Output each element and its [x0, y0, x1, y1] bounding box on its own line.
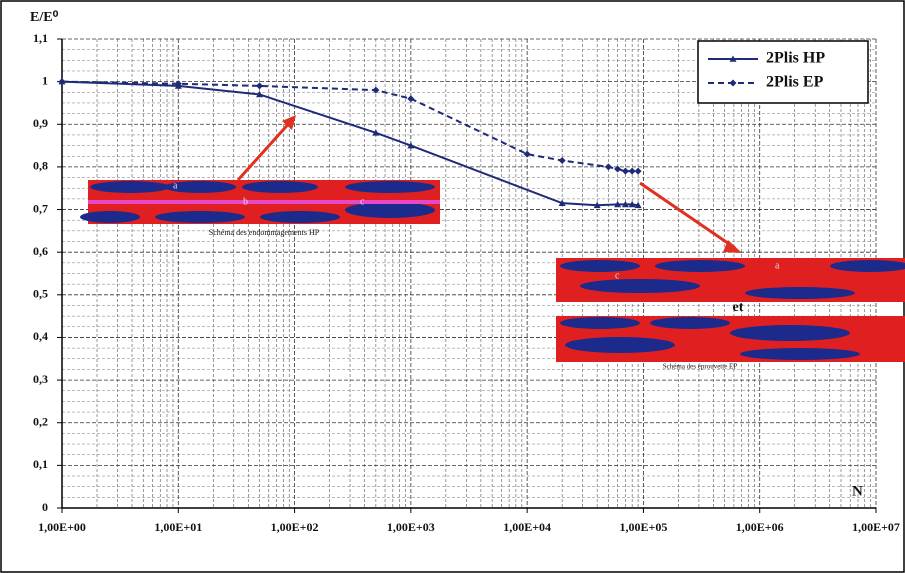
inset-shape: [650, 317, 730, 329]
inset-shape: [345, 202, 435, 218]
y-tick-label: 0,2: [33, 414, 48, 428]
point: [628, 200, 636, 208]
y-tick-label: 0,6: [33, 244, 48, 258]
inset-shape: [560, 260, 640, 272]
inset-letter: b: [243, 196, 248, 207]
point: [523, 150, 531, 158]
x-axis-label: N: [852, 483, 863, 499]
point: [407, 142, 415, 149]
point: [729, 55, 737, 62]
inset-shape: [260, 211, 340, 223]
inset-letter: c: [360, 196, 365, 207]
point: [174, 80, 182, 88]
point: [256, 82, 264, 90]
inset-shape: [730, 325, 850, 341]
point: [58, 78, 66, 86]
y-axis-label: E/E⁰: [30, 10, 59, 25]
point: [407, 95, 415, 103]
x-tick-label: 1,00E+04: [503, 520, 551, 534]
point: [729, 79, 737, 87]
inset-shape: [580, 279, 700, 293]
inset-shape: [164, 181, 236, 193]
inset-shape: [565, 337, 675, 353]
point: [614, 200, 622, 208]
inset-shape: [90, 181, 170, 193]
y-tick-label: 1,1: [33, 31, 48, 45]
arrow: [639, 181, 736, 250]
y-tick-label: 0: [42, 500, 48, 514]
inset-shape: [655, 260, 745, 272]
inset-shape: [740, 348, 860, 360]
x-tick-label: 1,00E+06: [736, 520, 784, 534]
y-tick-label: 1: [42, 73, 48, 87]
point: [614, 165, 622, 173]
series-line: [61, 80, 639, 173]
point: [256, 90, 264, 98]
inset-shape: [242, 181, 318, 193]
legend-label: 2Plis EP: [766, 74, 824, 91]
point: [593, 201, 601, 209]
inset-letter: c: [615, 270, 620, 281]
point: [558, 157, 566, 165]
inset-caption: Schéma des endommagements HP: [209, 228, 320, 237]
inset-shape: [88, 200, 440, 204]
x-tick-label: 1,00E+07: [852, 520, 900, 534]
x-tick-label: 1,00E+03: [387, 520, 435, 534]
point: [621, 167, 629, 175]
y-tick-label: 0,3: [33, 372, 48, 386]
y-tick-label: 0,7: [33, 201, 48, 215]
point: [634, 201, 642, 209]
arrow: [236, 118, 294, 182]
point: [628, 167, 636, 175]
point: [558, 199, 566, 206]
point: [372, 86, 380, 94]
y-tick-label: 0,4: [33, 329, 48, 343]
arrow-head: [282, 115, 296, 130]
insets: Schéma des endommagements HP et Schéma d…: [80, 115, 905, 371]
inset-shape: [560, 317, 640, 329]
arrow-head: [723, 240, 742, 253]
x-tick-label: 1,00E+01: [154, 520, 202, 534]
point: [604, 163, 612, 171]
y-tick-label: 0,9: [33, 116, 48, 130]
inset-shape: [830, 260, 905, 272]
point: [372, 129, 380, 136]
inset-shape: [345, 181, 435, 193]
y-tick-label: 0,8: [33, 159, 48, 173]
x-tick-label: 1,00E+00: [38, 520, 86, 534]
legend-label: 2Plis HP: [766, 50, 825, 67]
point: [634, 167, 642, 175]
inset-et: et: [733, 300, 744, 315]
point: [621, 200, 629, 208]
x-tick-label: 1,00E+02: [271, 520, 319, 534]
inset-shape: [155, 211, 245, 223]
y-tick-label: 0,5: [33, 287, 48, 301]
inset-letter: a: [775, 260, 780, 271]
inset-shape: [80, 211, 140, 223]
inset-shape: [745, 287, 855, 299]
x-tick-label: 1,00E+05: [620, 520, 668, 534]
inset-letter: a: [173, 180, 178, 191]
y-tick-label: 0,1: [33, 457, 48, 471]
legend-box: [697, 40, 869, 104]
inset-caption: Schéma des éprouvette EP: [663, 363, 738, 371]
